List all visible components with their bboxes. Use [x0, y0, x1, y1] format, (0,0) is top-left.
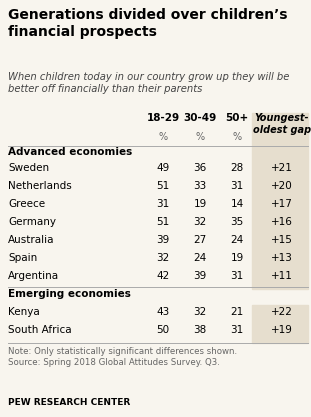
Text: 32: 32 [156, 253, 169, 263]
Text: 50: 50 [156, 325, 169, 335]
Text: 31: 31 [230, 271, 244, 281]
Text: 14: 14 [230, 199, 244, 209]
Text: Kenya: Kenya [8, 307, 40, 317]
Text: Netherlands: Netherlands [8, 181, 72, 191]
Text: +20: +20 [271, 181, 293, 191]
Text: +11: +11 [271, 271, 293, 281]
Text: 31: 31 [156, 199, 169, 209]
Text: Advanced economies: Advanced economies [8, 147, 132, 157]
Text: +19: +19 [271, 325, 293, 335]
Text: When children today in our country grow up they will be
better off financially t: When children today in our country grow … [8, 72, 289, 94]
Text: Emerging economies: Emerging economies [8, 289, 131, 299]
Text: 31: 31 [230, 325, 244, 335]
Text: %: % [158, 132, 168, 142]
Text: 43: 43 [156, 307, 169, 317]
Text: +16: +16 [271, 217, 293, 227]
Text: 32: 32 [193, 217, 207, 227]
Text: Note: Only statistically significant differences shown.
Source: Spring 2018 Glob: Note: Only statistically significant dif… [8, 347, 237, 367]
Text: 28: 28 [230, 163, 244, 173]
Text: 18-29: 18-29 [146, 113, 179, 123]
Text: 35: 35 [230, 217, 244, 227]
Text: 24: 24 [193, 253, 207, 263]
Text: South Africa: South Africa [8, 325, 72, 335]
Text: +17: +17 [271, 199, 293, 209]
Text: 24: 24 [230, 235, 244, 245]
Text: Spain: Spain [8, 253, 37, 263]
Text: 51: 51 [156, 181, 169, 191]
Text: %: % [232, 132, 242, 142]
Text: 19: 19 [230, 253, 244, 263]
Text: 42: 42 [156, 271, 169, 281]
Text: 19: 19 [193, 199, 207, 209]
Text: 32: 32 [193, 307, 207, 317]
Text: 31: 31 [230, 181, 244, 191]
Text: 51: 51 [156, 217, 169, 227]
Text: %: % [195, 132, 205, 142]
Text: PEW RESEARCH CENTER: PEW RESEARCH CENTER [8, 398, 130, 407]
Text: 30-49: 30-49 [183, 113, 217, 123]
Text: +21: +21 [271, 163, 293, 173]
Text: Australia: Australia [8, 235, 54, 245]
Text: Argentina: Argentina [8, 271, 59, 281]
Text: 39: 39 [193, 271, 207, 281]
Text: Youngest-
oldest gap: Youngest- oldest gap [253, 113, 311, 135]
Text: +15: +15 [271, 235, 293, 245]
Text: +22: +22 [271, 307, 293, 317]
Text: 33: 33 [193, 181, 207, 191]
Text: Germany: Germany [8, 217, 56, 227]
Text: Generations divided over children’s
financial prospects: Generations divided over children’s fina… [8, 8, 287, 39]
Text: Greece: Greece [8, 199, 45, 209]
Text: 39: 39 [156, 235, 169, 245]
Text: +13: +13 [271, 253, 293, 263]
Text: 27: 27 [193, 235, 207, 245]
Text: 21: 21 [230, 307, 244, 317]
Text: Sweden: Sweden [8, 163, 49, 173]
Text: 49: 49 [156, 163, 169, 173]
Text: 38: 38 [193, 325, 207, 335]
Text: 36: 36 [193, 163, 207, 173]
Text: 50+: 50+ [225, 113, 248, 123]
